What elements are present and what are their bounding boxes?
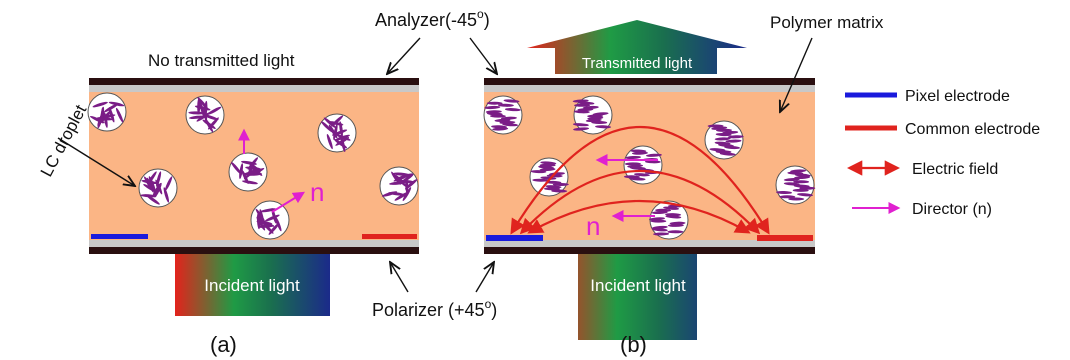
field-arc-middle — [519, 169, 761, 235]
lc-droplet-b-2 — [572, 95, 613, 135]
panel-a-label: (a) — [210, 332, 237, 357]
lc-droplet-a-2 — [185, 95, 225, 135]
incident-light-arrow-b — [552, 243, 723, 340]
analyzer-label: Analyzer(-45o) — [375, 7, 490, 30]
lc-droplet-a-7 — [379, 166, 419, 206]
analyzer-plate-a — [89, 78, 419, 85]
lc-droplet-a-6 — [250, 200, 290, 240]
polarizer-callout: Polarizer (+45o) — [372, 262, 497, 320]
polymer-matrix-label: Polymer matrix — [770, 13, 884, 32]
legend-label-pixel-electrode: Pixel electrode — [905, 88, 1010, 105]
panel-b-label: (b) — [620, 332, 647, 357]
incident-light-label-b: Incident light — [590, 276, 686, 295]
lc-droplet-pointer — [57, 137, 135, 186]
legend-label-electric-field: Electric field — [912, 161, 998, 178]
no-transmitted-light-label: No transmitted light — [148, 51, 295, 70]
pixel-electrode-a — [91, 234, 148, 239]
incident-light-block-a — [175, 253, 330, 316]
lc-droplets-a — [87, 92, 419, 240]
field-arc-inner — [527, 199, 751, 234]
lc-droplet-a-3 — [317, 113, 357, 153]
analyzer-plate-b — [484, 78, 815, 85]
polarizer-pointer-b — [475, 262, 494, 293]
panel-a: Incident light n No transmitted light LC… — [37, 51, 419, 357]
lc-droplet-b-3 — [704, 120, 744, 160]
polarizer-label: Polarizer (+45o) — [372, 297, 497, 320]
lc-droplet-a-1 — [87, 92, 127, 132]
incident-light-label-a: Incident light — [204, 276, 300, 295]
common-electrode-b — [757, 235, 813, 241]
spacer-bottom-b — [484, 240, 815, 248]
field-arc-outer — [510, 126, 770, 235]
lc-droplet-label: LC droplet — [37, 101, 91, 179]
polarizer-plate-b — [484, 247, 815, 254]
director-label-a: n — [310, 177, 324, 207]
director-label-b: n — [586, 211, 600, 241]
polymer-matrix-pointer — [780, 37, 813, 112]
transmitted-light-arrow — [527, 20, 747, 74]
lc-droplet-b-5 — [529, 157, 569, 197]
analyzer-callout: Analyzer(-45o) — [375, 7, 497, 74]
polarizer-pointer-a — [390, 262, 409, 293]
lc-droplet-a-4 — [138, 168, 178, 208]
transmitted-light-label: Transmitted light — [582, 55, 693, 72]
legend-label-common-electrode: Common electrode — [905, 121, 1040, 138]
spacer-top-b — [484, 84, 815, 92]
lc-droplet-a-5 — [228, 152, 268, 192]
director-arrow-a-diagonal — [271, 191, 306, 213]
lc-droplet-b-4 — [623, 145, 663, 185]
pixel-electrode-b — [486, 235, 543, 241]
lc-droplet-b-6 — [775, 165, 816, 205]
common-electrode-a — [362, 234, 417, 239]
polarizer-plate-a — [89, 247, 419, 254]
electric-field-lines — [510, 126, 770, 235]
analyzer-pointer-b — [469, 37, 497, 74]
legend: Pixel electrode Common electrode Electri… — [845, 88, 1040, 218]
spacer-top-a — [89, 84, 419, 92]
lc-droplet-b-1 — [483, 95, 523, 135]
analyzer-pointer-a — [387, 37, 421, 74]
legend-label-director: Director (n) — [912, 201, 992, 218]
spacer-bottom-a — [89, 240, 419, 248]
panel-b: Transmitted light Incident light n Polym… — [483, 13, 884, 357]
